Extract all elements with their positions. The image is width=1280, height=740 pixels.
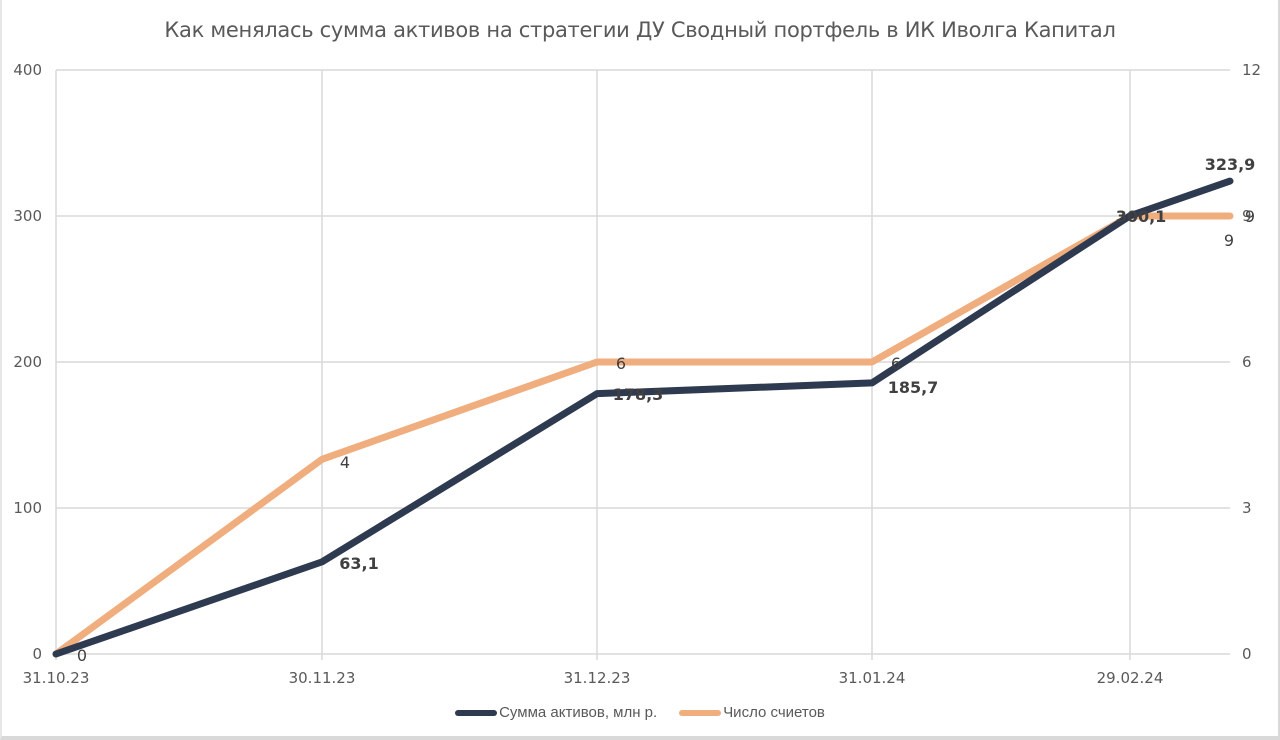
data-label-assets: 323,9 (1205, 155, 1256, 174)
data-label-accounts: 0 (77, 646, 87, 665)
y-left-tick: 400 (13, 61, 42, 79)
y-right-tick: 9 (1242, 207, 1252, 225)
legend-item-assets[interactable]: Сумма активов, млн р. (455, 704, 657, 721)
legend-item-accounts[interactable]: Число счиетов (679, 704, 825, 721)
y-left-tick: 200 (13, 353, 42, 371)
data-label-assets: 185,7 (888, 378, 939, 397)
y-right-tick: 12 (1242, 61, 1261, 79)
data-label-accounts: 6 (616, 354, 626, 373)
legend-label-assets: Сумма активов, млн р. (499, 704, 658, 721)
y-left-tick: 300 (13, 207, 42, 225)
data-label-assets: 178,3 (613, 385, 664, 404)
x-tick: 31.01.24 (839, 669, 906, 687)
series-line-accounts (52, 212, 1234, 658)
y-right-tick: 0 (1242, 645, 1252, 663)
y-right-tick: 3 (1242, 499, 1252, 517)
y-right-tick: 6 (1242, 353, 1252, 371)
x-tick: 31.10.23 (23, 669, 90, 687)
data-label-accounts: 4 (340, 453, 350, 472)
chart-title: Как менялась сумма активов на стратегии … (164, 18, 1116, 42)
x-tick: 31.12.23 (564, 669, 631, 687)
legend-label-accounts: Число счиетов (723, 704, 825, 721)
x-tick: 29.02.24 (1097, 669, 1164, 687)
legend-swatch-accounts (679, 709, 722, 716)
y-left-tick: 0 (32, 645, 42, 663)
data-label-assets: 63,1 (339, 554, 378, 573)
data-label-accounts: 9 (1224, 231, 1234, 250)
legend: Сумма активов, млн р. Число счиетов (0, 704, 1280, 721)
data-label-accounts: 6 (891, 354, 901, 373)
series-line-assets (52, 177, 1234, 658)
data-label-assets: 300,1 (1116, 207, 1167, 226)
y-left-tick: 100 (13, 499, 42, 517)
data-label-accounts: 9 (1245, 207, 1255, 226)
x-tick: 30.11.23 (289, 669, 356, 687)
legend-swatch-assets (455, 709, 498, 716)
